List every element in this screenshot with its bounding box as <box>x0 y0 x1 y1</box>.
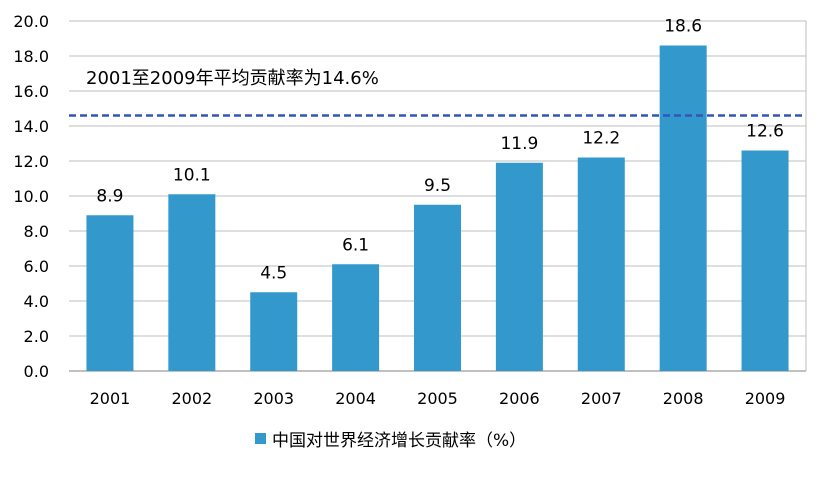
x-tick-label: 2003 <box>253 389 294 408</box>
y-tick-label: 20.0 <box>13 12 49 31</box>
bar <box>577 157 625 371</box>
legend: 中国对世界经济增长贡献率（%） <box>255 426 527 451</box>
reference-annotation: 2001至2009年平均贡献率为14.6% <box>86 68 379 89</box>
x-axis: 2001 2002 2003 2004 2005 2006 2007 2008 2009 <box>90 389 786 408</box>
bar <box>495 162 543 371</box>
y-tick-label: 8.0 <box>24 222 49 241</box>
x-tick-label: 2004 <box>335 389 376 408</box>
x-tick-label: 2008 <box>663 389 704 408</box>
y-tick-label: 18.0 <box>13 47 49 66</box>
x-tick-label: 2006 <box>499 389 540 408</box>
data-label: 6.1 <box>342 235 369 255</box>
y-tick-label: 6.0 <box>24 257 49 276</box>
data-label: 11.9 <box>500 134 538 154</box>
bar <box>332 264 380 371</box>
data-label: 8.9 <box>96 186 123 206</box>
bar <box>250 292 298 371</box>
y-tick-label: 0.0 <box>24 362 49 381</box>
data-label: 9.5 <box>424 176 451 196</box>
bar <box>659 45 707 371</box>
bar <box>168 194 216 371</box>
bar <box>414 204 461 371</box>
data-label: 12.6 <box>746 122 784 142</box>
y-tick-label: 16.0 <box>13 82 49 101</box>
x-tick-label: 2002 <box>171 389 212 408</box>
bars <box>86 45 789 371</box>
y-tick-label: 14.0 <box>13 117 49 136</box>
legend-label: 中国对世界经济增长贡献率（%） <box>272 430 527 451</box>
y-tick-label: 12.0 <box>13 152 49 171</box>
x-tick-label: 2001 <box>90 389 131 408</box>
y-axis: 0.0 2.0 4.0 6.0 8.0 10.0 12.0 14.0 16.0 18.0 20.0 <box>13 12 49 381</box>
y-tick-label: 10.0 <box>13 187 49 206</box>
y-tick-label: 2.0 <box>24 327 49 346</box>
bar <box>741 150 789 371</box>
data-label: 10.1 <box>173 165 211 185</box>
x-tick-label: 2005 <box>417 389 458 408</box>
y-tick-label: 4.0 <box>24 292 49 311</box>
data-label: 12.2 <box>582 129 620 149</box>
data-labels: 8.9 10.1 4.5 6.1 9.5 11.9 12.2 18.6 12.6 <box>96 17 784 284</box>
bar <box>86 215 134 371</box>
x-tick-label: 2009 <box>745 389 786 408</box>
legend-swatch <box>255 432 266 444</box>
data-label: 18.6 <box>664 17 702 37</box>
data-label: 4.5 <box>260 263 287 283</box>
x-tick-label: 2007 <box>581 389 622 408</box>
